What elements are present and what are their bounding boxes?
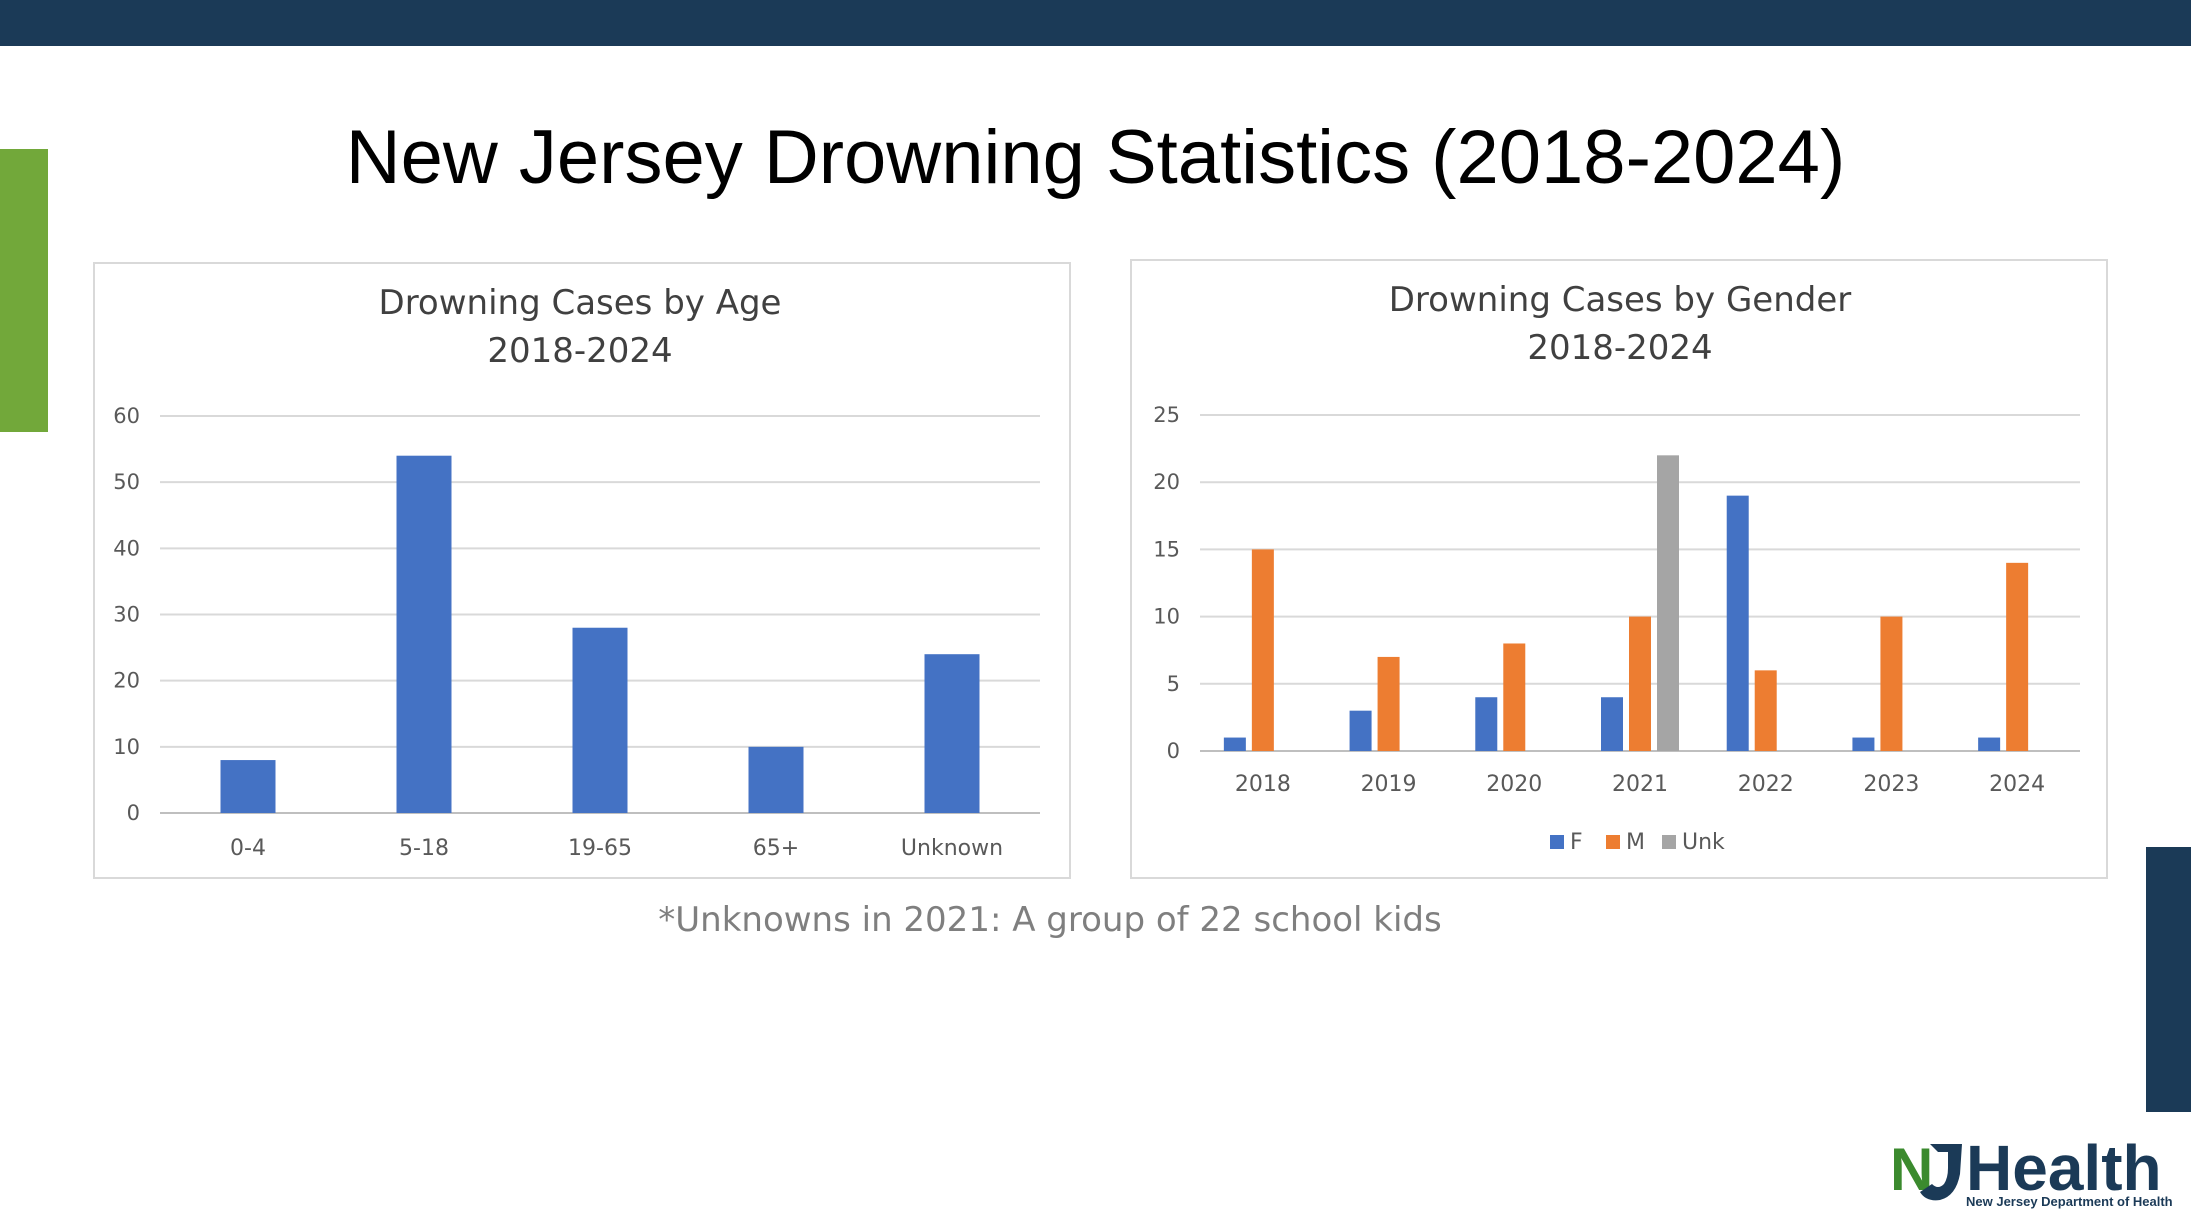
x-tick-label: 2020 xyxy=(1486,772,1542,797)
y-tick-label: 25 xyxy=(1153,403,1180,427)
chart-subtitle: 2018-2024 xyxy=(487,331,672,371)
top-banner xyxy=(0,0,2191,46)
bar xyxy=(220,760,276,813)
y-tick-label: 0 xyxy=(1167,739,1180,763)
bar xyxy=(396,455,452,813)
age-chart: Drowning Cases by Age 2018-2024 0 10 20 30 40 5… xyxy=(93,262,1071,879)
nj-health-logo-icon: N Health New Jersey Department of Health xyxy=(1890,1132,2173,1209)
y-tick-label: 60 xyxy=(113,404,140,428)
chart-title: Drowning Cases by Gender xyxy=(1389,280,1852,320)
legend-label: F xyxy=(1570,830,1583,855)
bar xyxy=(748,746,804,813)
y-tick-label: 10 xyxy=(113,735,140,759)
x-tick-label: 0-4 xyxy=(230,836,266,861)
navy-accent-bar xyxy=(2146,847,2191,1112)
y-tick-label: 40 xyxy=(113,536,140,560)
bar xyxy=(1475,697,1498,751)
y-tick-label: 5 xyxy=(1167,672,1180,696)
legend-label: Unk xyxy=(1682,830,1725,855)
bar xyxy=(572,627,628,813)
x-tick-label: 2023 xyxy=(1863,772,1919,797)
footnote: *Unknowns in 2021: A group of 22 school … xyxy=(658,900,1442,940)
legend-label: M xyxy=(1626,830,1645,855)
nj-health-logo: N Health New Jersey Department of Health xyxy=(1890,1132,2180,1214)
bar xyxy=(1880,616,1903,751)
y-tick-label: 20 xyxy=(1153,470,1180,494)
bar xyxy=(1223,737,1246,751)
bar xyxy=(1251,549,1274,751)
x-tick-label: 5-18 xyxy=(399,836,449,861)
x-tick-label: 19-65 xyxy=(568,836,632,861)
y-tick-label: 10 xyxy=(1153,605,1180,629)
logo-subtitle: New Jersey Department of Health xyxy=(1966,1194,2173,1209)
x-tick-label: 2022 xyxy=(1738,772,1794,797)
bar xyxy=(2006,562,2029,751)
x-tick-label: 65+ xyxy=(753,836,799,861)
slide-title: New Jersey Drowning Statistics (2018-202… xyxy=(345,115,1846,200)
x-tick-label: Unknown xyxy=(901,836,1003,861)
legend-swatch xyxy=(1662,835,1676,849)
bar xyxy=(1978,737,2001,751)
y-tick-label: 20 xyxy=(113,669,140,693)
x-tick-label: 2019 xyxy=(1361,772,1417,797)
chart-title: Drowning Cases by Age xyxy=(379,283,782,323)
bar xyxy=(1349,710,1372,751)
y-tick-label: 30 xyxy=(113,603,140,627)
logo-brand-text: Health xyxy=(1966,1134,2162,1204)
legend-swatch xyxy=(1606,835,1620,849)
age-chart-svg: Drowning Cases by Age 2018-2024 0 10 20 30 40 5… xyxy=(113,283,1040,861)
x-tick-label: 2018 xyxy=(1235,772,1291,797)
gender-chart-svg: Drowning Cases by Gender 2018-2024 0 5 10 15 2… xyxy=(1153,280,2080,855)
bar xyxy=(1629,616,1651,751)
bar xyxy=(924,654,980,813)
y-tick-label: 15 xyxy=(1153,537,1180,561)
bar xyxy=(1726,495,1749,751)
bar xyxy=(1754,670,1777,751)
bar xyxy=(1601,697,1623,751)
legend-swatch xyxy=(1550,835,1564,849)
x-tick-label: 2021 xyxy=(1612,772,1668,797)
bar xyxy=(1852,737,1875,751)
y-tick-label: 0 xyxy=(127,801,140,825)
y-tick-label: 50 xyxy=(113,470,140,494)
green-accent-bar xyxy=(0,149,48,432)
bar xyxy=(1657,455,1679,751)
x-tick-label: 2024 xyxy=(1989,772,2045,797)
gender-chart: Drowning Cases by Gender 2018-2024 0 5 10 15 2… xyxy=(1130,259,2108,879)
chart-subtitle: 2018-2024 xyxy=(1527,328,1712,368)
bar xyxy=(1503,643,1526,751)
bar xyxy=(1377,656,1400,751)
